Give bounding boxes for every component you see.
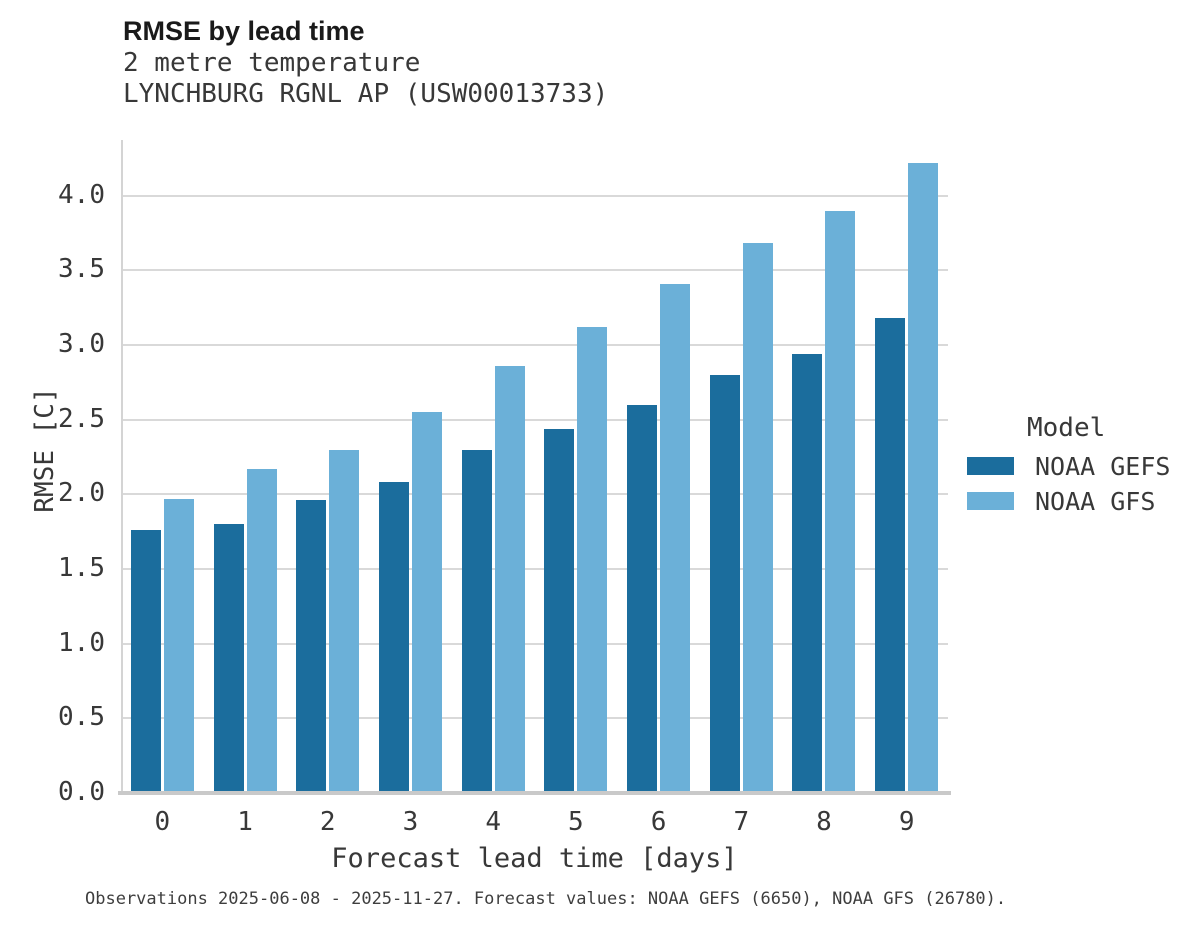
x-axis-label: Forecast lead time [days]: [331, 843, 738, 874]
bar-noaa-gfs: [660, 283, 691, 793]
legend-entry: NOAA GFS: [967, 486, 1170, 516]
gridline: [121, 269, 948, 272]
bar-noaa-gefs: [875, 318, 906, 793]
chart-subtitle-variable: 2 metre temperature: [123, 48, 421, 78]
y-tick-label: 1.5: [58, 552, 105, 583]
legend-label: NOAA GFS: [1035, 486, 1156, 516]
x-tick-label: 6: [650, 807, 667, 837]
bar-series-container: [121, 140, 948, 793]
x-tick-label: 1: [237, 807, 253, 837]
bar-noaa-gefs: [627, 404, 658, 793]
bar-noaa-gfs: [577, 327, 608, 793]
x-tick-label: 0: [154, 807, 171, 837]
x-tick-label: 7: [733, 807, 750, 837]
bar-noaa-gefs: [709, 374, 740, 793]
gridline: [121, 567, 948, 570]
bar-group-lead-1: [204, 140, 287, 793]
legend: Model NOAA GEFS NOAA GFS: [967, 413, 1171, 516]
bar-noaa-gefs: [792, 353, 823, 793]
bar-group-lead-3: [369, 140, 452, 793]
y-tick-label: 0.5: [58, 702, 105, 733]
bar-noaa-gfs: [246, 468, 277, 793]
x-tick-label: 3: [402, 807, 419, 837]
y-tick-label: 0.0: [58, 777, 105, 807]
legend-title: Model: [1027, 413, 1106, 443]
bar-noaa-gfs: [825, 210, 856, 793]
gridline: [121, 642, 948, 645]
bar-group-lead-4: [452, 140, 535, 793]
bar-group-lead-5: [535, 140, 618, 793]
legend-swatch-noaa-gfs: [967, 492, 1014, 510]
bar-noaa-gefs: [544, 428, 575, 793]
legend-entry: NOAA GEFS: [967, 451, 1171, 481]
bar-noaa-gefs: [213, 524, 244, 793]
gridline: [121, 194, 948, 197]
y-axis-spine: [121, 140, 123, 793]
y-tick-label: 2.5: [58, 403, 105, 434]
title-block: RMSE by lead time 2 metre temperature LY…: [123, 16, 608, 109]
bar-noaa-gfs: [163, 498, 194, 793]
bar-noaa-gfs: [494, 365, 525, 793]
gridline: [121, 717, 948, 720]
legend-entries: NOAA GEFS NOAA GFS: [967, 451, 1171, 516]
bar-group-lead-9: [865, 140, 948, 793]
y-axis-tick-labels: 0.0 0.5 1.0 1.5 2.0 2.5 3.0 3.5 4.0: [0, 140, 107, 806]
gridline: [121, 418, 948, 421]
y-tick-label: 3.5: [58, 254, 105, 285]
plot-area: [118, 140, 951, 795]
gridline: [121, 493, 948, 496]
bar-noaa-gefs: [378, 482, 409, 793]
y-tick-label: 1.0: [58, 627, 105, 658]
chart-title: RMSE by lead time: [123, 16, 365, 46]
y-tick-label: 4.0: [58, 179, 105, 210]
y-tick-label: 3.0: [58, 328, 105, 359]
y-tick-label: 2.0: [58, 478, 105, 509]
chart-subtitle-station: LYNCHBURG RGNL AP (USW00013733): [123, 79, 609, 109]
bar-noaa-gfs: [742, 243, 773, 793]
bar-group-lead-7: [700, 140, 783, 793]
x-axis-tick-labels: 0 1 2 3 4 5 6 7 8 9: [121, 808, 948, 837]
x-tick-label: 9: [898, 807, 915, 837]
bar-group-lead-8: [783, 140, 866, 793]
x-tick-label: 8: [816, 807, 832, 837]
x-tick-label: 5: [568, 807, 584, 837]
bar-noaa-gefs: [461, 449, 492, 793]
bar-noaa-gefs: [296, 500, 327, 793]
bar-noaa-gfs: [908, 162, 939, 793]
legend-label: NOAA GEFS: [1035, 451, 1171, 481]
bar-noaa-gfs: [411, 412, 442, 793]
gridline: [121, 343, 948, 346]
legend-swatch-noaa-gefs: [967, 457, 1014, 475]
x-axis-baseline: [118, 791, 951, 795]
bar-noaa-gefs: [130, 530, 161, 793]
bar-group-lead-0: [121, 140, 204, 793]
footer-note: Observations 2025-06-08 - 2025-11-27. Fo…: [85, 889, 1007, 909]
x-tick-label: 2: [319, 807, 336, 837]
x-tick-label: 4: [485, 807, 501, 837]
bar-noaa-gfs: [329, 449, 360, 793]
bar-group-lead-6: [617, 140, 700, 793]
bar-group-lead-2: [286, 140, 369, 793]
